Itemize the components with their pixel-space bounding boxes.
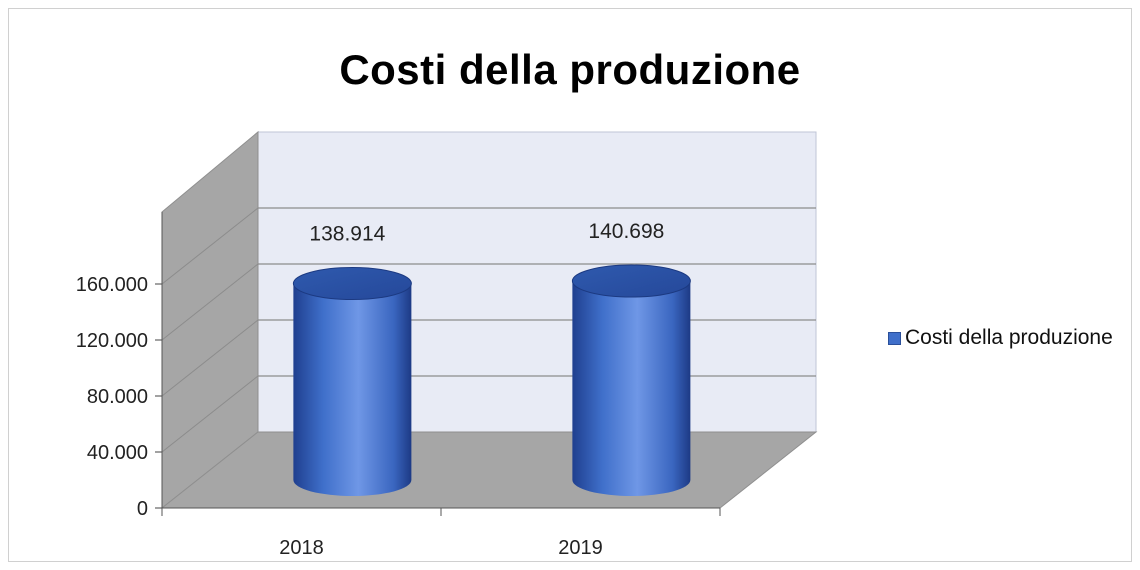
y-axis-ticks: 0 40.000 80.000 120.000 160.000 bbox=[76, 274, 148, 520]
x-axis-ticks: 2018 2019 bbox=[279, 537, 603, 559]
legend: Costi della produzione bbox=[888, 326, 1113, 350]
x-tick-label: 2019 bbox=[558, 537, 603, 559]
data-label: 138.914 bbox=[309, 223, 385, 246]
x-tick-label: 2018 bbox=[279, 537, 324, 559]
legend-label: Costi della produzione bbox=[905, 326, 1113, 349]
chart-title: Costi della produzione bbox=[339, 46, 801, 93]
bar-body bbox=[293, 283, 412, 496]
gridline-side bbox=[161, 319, 259, 397]
floor bbox=[160, 431, 818, 509]
axes bbox=[161, 212, 721, 516]
bar-top bbox=[571, 264, 691, 298]
bar bbox=[571, 264, 691, 496]
data-labels: 138.914 140.698 bbox=[309, 220, 664, 245]
gridline-side bbox=[161, 263, 259, 341]
bar bbox=[292, 267, 412, 496]
y-tick-label: 80.000 bbox=[87, 386, 148, 408]
data-label: 140.698 bbox=[588, 220, 664, 243]
y-tick-label: 160.000 bbox=[76, 274, 148, 296]
legend-swatch bbox=[888, 331, 901, 345]
gridline-side bbox=[161, 207, 259, 285]
bar-body bbox=[572, 281, 691, 496]
y-tick-label: 0 bbox=[137, 498, 148, 520]
bar-top bbox=[292, 267, 412, 301]
y-tick-label: 120.000 bbox=[76, 330, 148, 352]
bars bbox=[292, 264, 691, 496]
y-tick-label: 40.000 bbox=[87, 442, 148, 464]
gridline-side bbox=[161, 375, 259, 453]
